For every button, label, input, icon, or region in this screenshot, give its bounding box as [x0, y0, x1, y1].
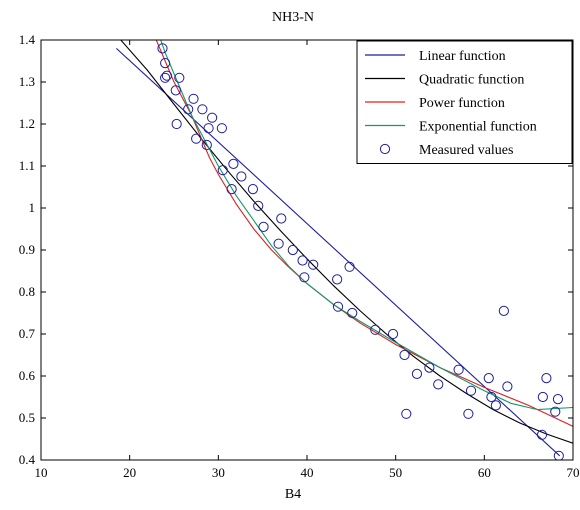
data-point	[160, 58, 171, 69]
data-point	[228, 158, 239, 169]
data-point	[424, 362, 435, 373]
legend-swatch-4	[379, 143, 391, 155]
legend-label-3: Exponential function	[419, 120, 537, 135]
data-point	[188, 93, 199, 104]
data-point	[347, 307, 358, 319]
legend-label-2: Power function	[419, 96, 505, 111]
x-tick-label: 50	[389, 465, 402, 480]
y-tick-label: 0.4	[19, 452, 36, 467]
data-point	[308, 259, 319, 270]
x-tick-label: 10	[35, 465, 48, 480]
y-tick-label: 1.2	[19, 116, 35, 131]
plot-frame	[40, 39, 574, 461]
data-point	[550, 406, 561, 417]
data-point	[498, 305, 509, 316]
data-point	[191, 133, 202, 144]
data-point	[483, 373, 494, 384]
y-tick-label: 0.6	[19, 368, 36, 383]
legend: Linear function Quadratic function Power f…	[356, 40, 573, 164]
data-point	[502, 381, 513, 392]
data-point	[203, 123, 214, 134]
data-point	[170, 85, 181, 96]
data-point	[490, 400, 501, 411]
data-point	[197, 104, 208, 115]
data-point	[276, 213, 287, 224]
data-point	[411, 368, 423, 379]
data-point	[541, 373, 552, 384]
data-point	[297, 255, 308, 266]
data-point	[174, 72, 185, 83]
data-point	[536, 429, 548, 440]
data-point	[399, 349, 410, 361]
y-tick-label: 1.1	[19, 158, 35, 173]
x-tick-label: 70	[567, 465, 580, 480]
series-line-1	[120, 40, 573, 444]
data-point	[370, 324, 381, 335]
data-point	[332, 274, 343, 285]
data-point	[433, 379, 444, 390]
y-tick-label: 0.7	[19, 326, 36, 341]
x-tick-label: 60	[478, 465, 491, 480]
data-point	[465, 385, 477, 396]
x-axis-label: B4	[285, 487, 301, 502]
y-tick-label: 0.8	[19, 284, 35, 299]
data-point	[401, 408, 412, 419]
legend-label-4: Measured values	[419, 143, 513, 158]
y-tick-label: 0.9	[19, 242, 35, 257]
data-point	[226, 184, 237, 195]
legend-label-1: Quadratic function	[419, 73, 524, 88]
x-tick-label: 40	[301, 465, 314, 480]
markers-layer	[157, 43, 564, 460]
data-point	[486, 391, 497, 403]
data-point	[553, 450, 564, 460]
x-tick-label: 30	[212, 465, 225, 480]
y-tick-label: 1.4	[19, 32, 36, 47]
y-tick-label: 1	[29, 200, 36, 215]
data-point	[253, 200, 264, 211]
series-layer	[115, 40, 573, 457]
data-point	[287, 244, 298, 256]
data-point	[157, 43, 168, 54]
data-point	[258, 221, 269, 232]
data-point	[273, 238, 284, 249]
data-point	[236, 171, 247, 182]
data-point	[387, 328, 399, 340]
legend-label-0: Linear function	[419, 49, 506, 64]
x-tick-label: 20	[123, 465, 136, 480]
data-point	[171, 118, 182, 130]
data-point	[344, 261, 355, 272]
data-point	[161, 70, 173, 81]
data-point	[217, 165, 228, 176]
y-tick-label: 1.3	[19, 74, 35, 89]
data-point	[216, 123, 227, 134]
data-point	[183, 104, 194, 115]
chart-title: NH3-N	[272, 10, 314, 25]
data-point	[207, 112, 218, 123]
data-point	[552, 394, 564, 405]
data-point	[160, 72, 171, 83]
data-point	[463, 408, 474, 419]
series-line-3	[160, 40, 573, 411]
data-point	[537, 391, 548, 403]
data-point	[201, 139, 212, 151]
y-tick-label: 0.5	[19, 410, 35, 425]
data-point	[299, 272, 310, 283]
data-point	[247, 184, 259, 195]
data-point	[332, 301, 344, 312]
data-point	[453, 364, 464, 375]
